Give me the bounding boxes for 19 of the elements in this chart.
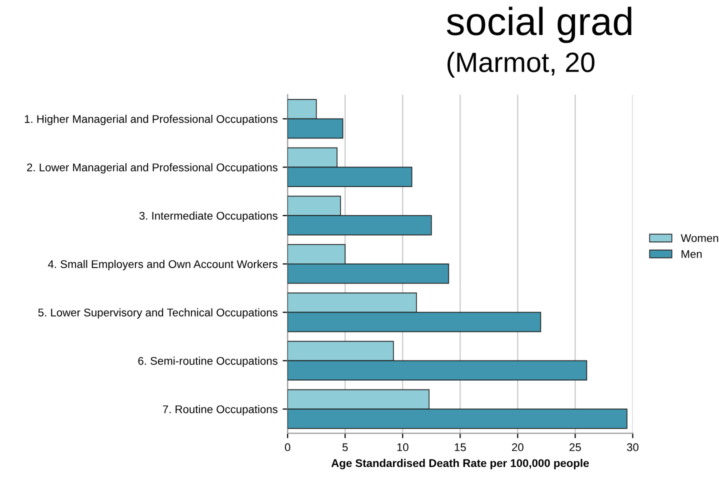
- x-axis-title: Age Standardised Death Rate per 100,000 people: [331, 458, 589, 470]
- legend-label: Women: [680, 234, 718, 242]
- chart-title: social grad: [446, 6, 632, 44]
- x-tick-label: 15: [454, 443, 466, 452]
- y-tick-label: 7. Routine Occupations: [162, 405, 278, 416]
- x-tick-label: 30: [626, 443, 638, 452]
- y-tick-label: 3. Intermediate Occupations: [139, 212, 278, 222]
- x-tick-label: 25: [570, 443, 581, 452]
- x-tick-label: 20: [512, 443, 524, 452]
- y-tick-label: 1. Higher Managerial and Professional Occupations: [24, 114, 278, 126]
- y-tick-label: 4. Small Employers and Own Account Workers: [48, 260, 278, 270]
- x-tick-label: 0: [284, 443, 290, 452]
- legend-label: Men: [682, 250, 702, 258]
- y-tick-label: 6. Semi-routine Occupations: [138, 356, 278, 368]
- y-tick-label: 5. Lower Supervisory and Technical Occupations: [38, 308, 278, 319]
- x-tick-label: 10: [397, 443, 408, 452]
- chart-subtitle: (Marmot, 20: [448, 52, 594, 78]
- y-tick-label: 2. Lower Managerial and Professional Occupations: [27, 163, 278, 174]
- x-tick-label: 5: [342, 443, 348, 452]
